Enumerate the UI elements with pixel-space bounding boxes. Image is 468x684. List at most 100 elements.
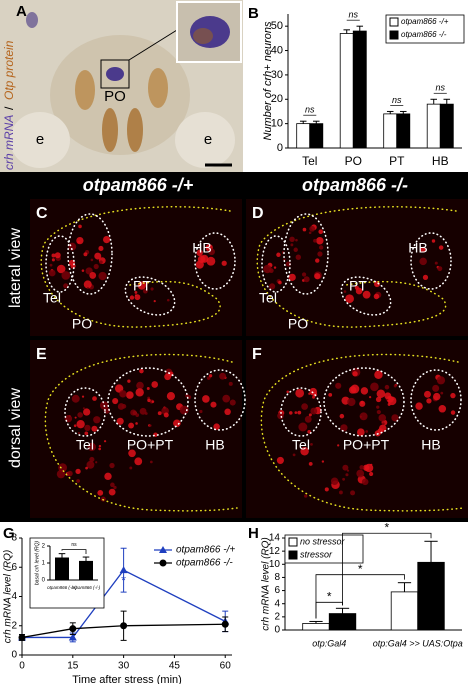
signal-blob xyxy=(301,403,308,410)
region-label: Tel xyxy=(76,437,94,453)
signal-blob xyxy=(318,245,324,250)
signal-blob xyxy=(340,424,348,432)
image-panel: Tel PO+PT HB E xyxy=(30,340,246,518)
signal-blob xyxy=(208,374,213,378)
bar xyxy=(439,103,454,149)
signal-blob xyxy=(450,410,456,415)
panel-label: A xyxy=(16,3,27,20)
y-tick-label: 40 xyxy=(271,44,283,56)
signal-blob xyxy=(437,266,443,272)
signal-blob xyxy=(77,432,80,435)
region-outline xyxy=(323,367,405,437)
signal-blob xyxy=(295,254,301,260)
region-outline xyxy=(194,369,246,431)
y-axis-label: crh mRNA level (RQ) xyxy=(261,537,272,631)
signal-blob xyxy=(128,422,135,429)
legend-swatch xyxy=(389,17,399,27)
signal-blob xyxy=(335,382,342,389)
signal-blob xyxy=(117,403,125,410)
region-label: HB xyxy=(192,240,211,256)
region-label: PO xyxy=(288,316,308,332)
signal-blob xyxy=(104,472,112,481)
signal-blob xyxy=(82,407,85,410)
signal-blob xyxy=(166,298,170,302)
image-panel: Tel PO PT HB D xyxy=(246,199,468,336)
signal-blob xyxy=(91,425,98,432)
signal-blob xyxy=(433,392,441,401)
signal-blob xyxy=(277,412,284,420)
region-outline xyxy=(124,276,176,316)
signal-blob xyxy=(206,376,211,380)
signal-blob xyxy=(149,424,152,427)
signal-blob xyxy=(98,444,102,448)
x-tick-label: otpam866 (-/-) xyxy=(72,585,101,590)
signal-blob xyxy=(134,294,141,301)
panel-label: G xyxy=(3,525,15,542)
signal-blob xyxy=(84,424,91,431)
signal-blob xyxy=(93,416,101,424)
significance-bracket xyxy=(315,574,405,619)
y-tick-label: 12 xyxy=(269,546,281,557)
signal-blob xyxy=(288,273,296,281)
signal-blob xyxy=(61,271,71,280)
signal-blob xyxy=(438,245,444,250)
region-outline xyxy=(283,213,329,295)
y-tick-label: 0 xyxy=(42,578,46,584)
legend-label: otpam866 -/- xyxy=(176,558,233,569)
legend-label: no stressor xyxy=(300,536,346,546)
signal-blob xyxy=(415,402,423,410)
otp-signal xyxy=(148,68,168,108)
column-header: otpam866 -/- xyxy=(302,175,408,195)
signal-blob xyxy=(422,274,429,280)
signal-blob xyxy=(268,268,274,274)
signal-blob xyxy=(308,413,312,417)
signal-blob xyxy=(71,394,80,403)
signal-blob xyxy=(98,271,107,281)
y-tick-label: 10 xyxy=(271,118,283,130)
line xyxy=(21,623,226,639)
significance-label: * xyxy=(358,562,363,576)
eye-label: e xyxy=(204,131,212,148)
bar xyxy=(309,123,324,149)
signal-blob xyxy=(294,411,298,415)
signal-blob xyxy=(83,252,88,257)
signal-blob xyxy=(135,388,144,397)
panel-a: A crh mRNA / Otp protein PO e e xyxy=(0,0,243,172)
signal-blob xyxy=(356,469,365,478)
legend-frame xyxy=(385,14,465,44)
signal-blob xyxy=(157,411,162,416)
region-label: PO xyxy=(104,88,126,105)
signal-blob xyxy=(76,419,85,429)
signal-blob xyxy=(346,469,350,472)
bar xyxy=(390,591,419,631)
brain-outline xyxy=(256,206,457,328)
x-axis-label: Time after stress (min) xyxy=(72,674,182,684)
signal-blob xyxy=(86,287,89,290)
significance-label: ns xyxy=(71,542,77,548)
signal-blob xyxy=(360,387,369,395)
region-label: PO+PT xyxy=(127,437,174,453)
panel-label: E xyxy=(36,346,47,363)
signal-blob xyxy=(110,482,115,488)
signal-blob xyxy=(126,391,134,399)
signal-blob xyxy=(391,414,399,422)
signal-blob xyxy=(384,384,390,390)
image xyxy=(30,199,242,336)
eye xyxy=(175,112,235,168)
signal-blob xyxy=(228,381,233,386)
signal-blob xyxy=(376,405,380,409)
legend-marker xyxy=(159,546,167,553)
bar xyxy=(383,113,398,149)
signal-blob xyxy=(113,485,117,490)
region-outline xyxy=(340,276,392,316)
image xyxy=(246,199,468,336)
stain-1: crh mRNA xyxy=(2,115,16,170)
region-label: HB xyxy=(421,437,440,453)
signal-blob xyxy=(289,411,293,415)
signal-blob xyxy=(374,281,381,288)
signal-blob xyxy=(337,444,340,447)
y-tick-label: 2 xyxy=(42,544,46,550)
signal-blob xyxy=(103,440,107,443)
signal-blob xyxy=(85,466,88,470)
tissue xyxy=(50,35,190,155)
